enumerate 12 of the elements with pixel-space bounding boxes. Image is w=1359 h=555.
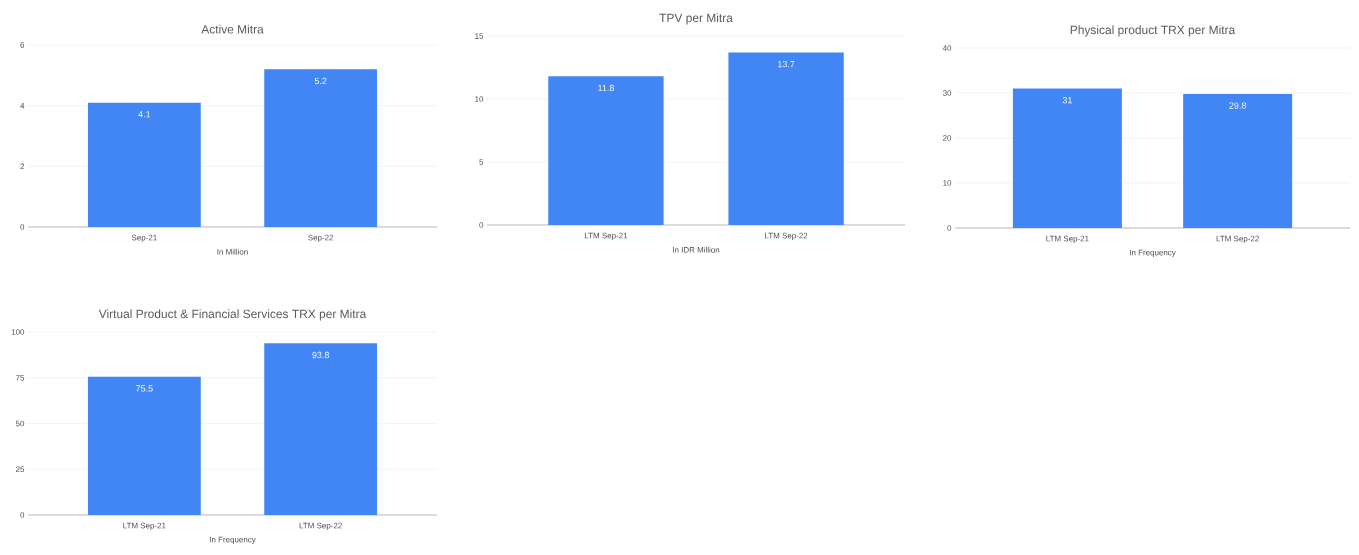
chart-title: Active Mitra xyxy=(201,24,264,34)
data-label: 13.7 xyxy=(778,60,795,68)
data-label: 29.8 xyxy=(1229,102,1246,109)
data-label: 31 xyxy=(1062,97,1072,104)
chart-title: TPV per Mitra xyxy=(659,13,733,25)
data-label: 5.2 xyxy=(314,77,327,85)
data-label: 4.1 xyxy=(138,111,151,118)
data-label: 93.8 xyxy=(312,351,329,359)
data-label: 11.8 xyxy=(598,84,614,92)
chart-title: Virtual Product & Financial Services TRX per Mitra xyxy=(98,309,367,321)
chart-title: Physical product TRX per Mitra xyxy=(1070,25,1236,37)
data-label: 75.5 xyxy=(136,385,153,392)
